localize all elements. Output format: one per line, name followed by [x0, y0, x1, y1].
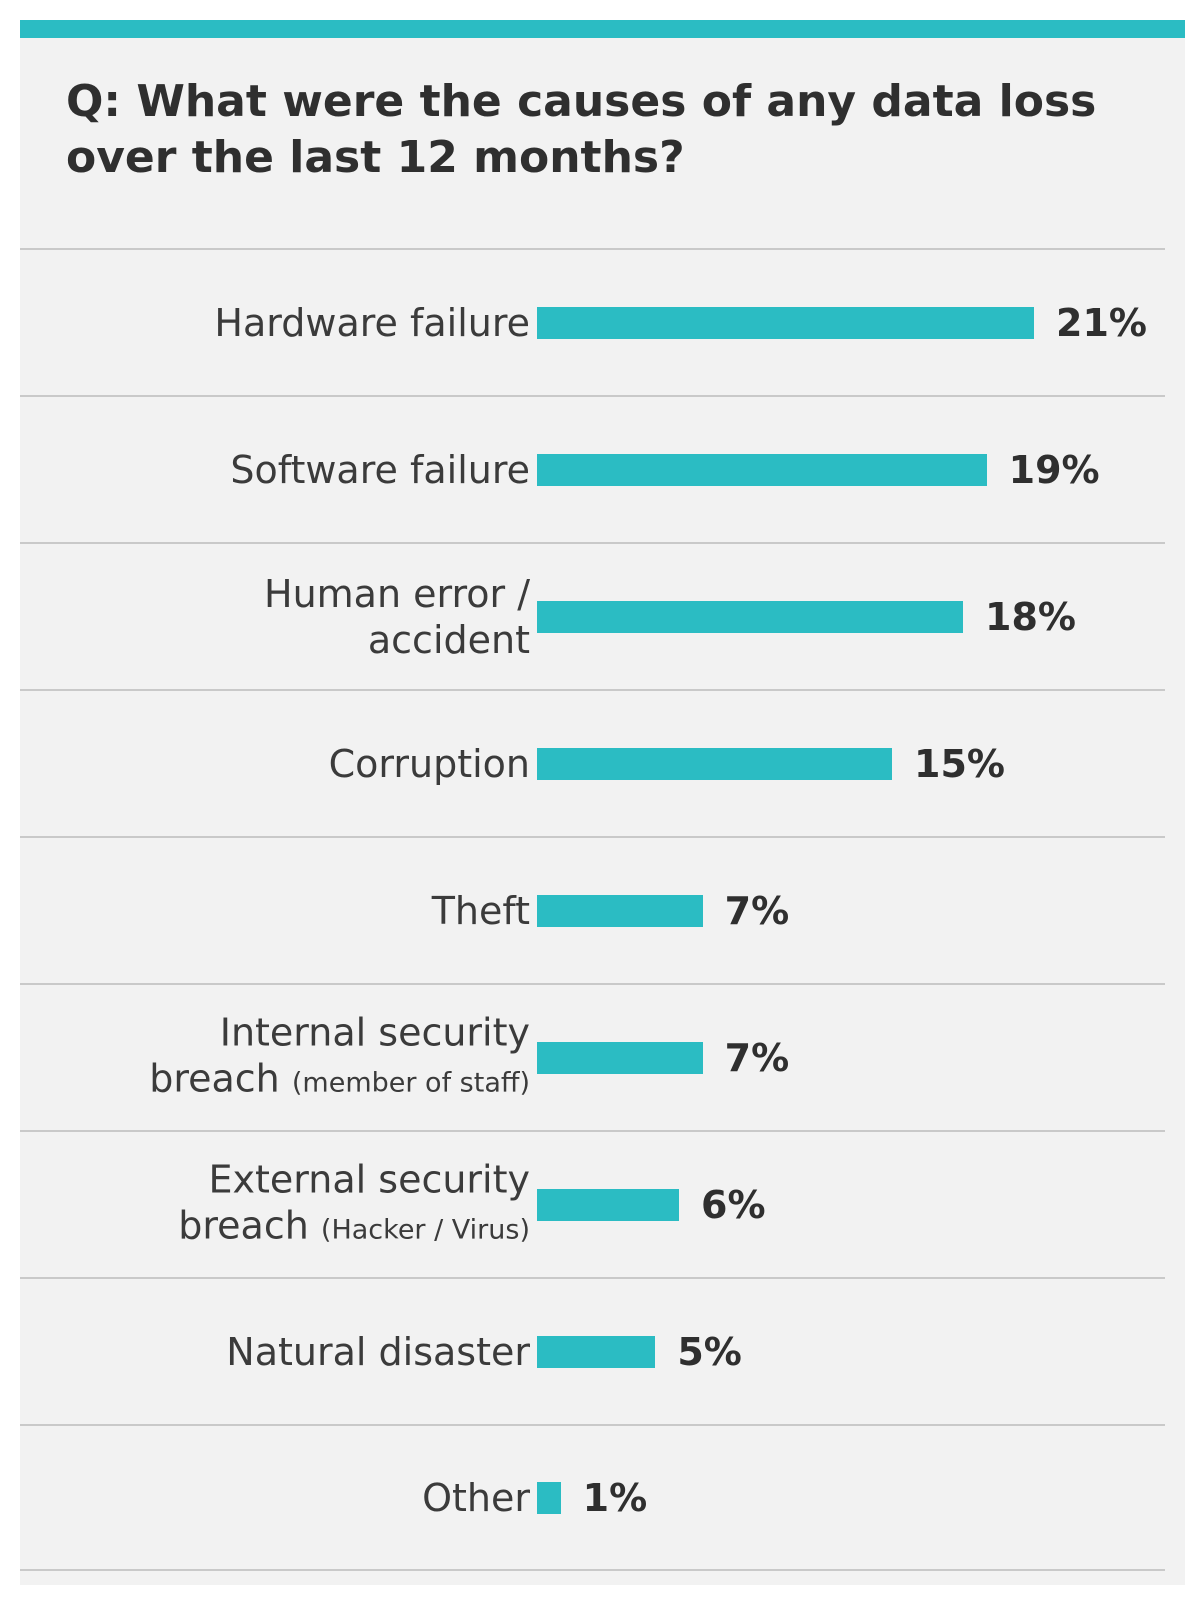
bar	[537, 1481, 561, 1514]
category-label: Internal security breach (member of staff…	[40, 1009, 530, 1106]
chart-row: Human error / accident 18%	[20, 542, 1165, 689]
bar	[537, 1041, 703, 1074]
bar	[537, 306, 1034, 339]
category-label: Hardware failure	[40, 300, 530, 346]
bar	[537, 453, 987, 486]
category-label-line: breach (Hacker / Virus)	[178, 1203, 530, 1247]
value-label: 5%	[677, 1329, 742, 1374]
value-label: 1%	[582, 1475, 648, 1520]
value-label: 15%	[914, 741, 1005, 786]
category-label-line: Human error /	[264, 571, 530, 616]
category-label: Other	[40, 1475, 530, 1521]
chart-card: Q: What were the causes of any data loss…	[20, 20, 1185, 1585]
chart-row: Corruption 15%	[20, 689, 1165, 836]
chart-row: Theft 7%	[20, 836, 1165, 983]
bar	[537, 747, 892, 780]
accent-bar	[20, 20, 1185, 38]
category-label: Natural disaster	[40, 1329, 530, 1375]
category-label-note: (member of staff)	[291, 1067, 530, 1098]
category-label-line: Software failure	[230, 447, 530, 492]
category-label-line: Internal security	[219, 1010, 530, 1054]
category-label-note: (Hacker / Virus)	[320, 1214, 530, 1245]
category-label-line: accident	[367, 617, 530, 662]
category-label-line: Other	[422, 1475, 530, 1520]
category-label-line: Theft	[431, 888, 530, 933]
chart-row: Other 1%	[20, 1424, 1165, 1571]
bar-chart: Hardware failure 21% Software failure 19% Hu…	[20, 248, 1165, 1571]
category-label-line: Hardware failure	[214, 300, 530, 345]
bar	[537, 1188, 679, 1221]
value-label: 19%	[1008, 447, 1100, 492]
chart-row: Natural disaster 5%	[20, 1277, 1165, 1424]
chart-row: Hardware failure 21%	[20, 248, 1165, 395]
chart-title: Q: What were the causes of any data loss…	[66, 76, 1097, 183]
bar	[537, 1335, 656, 1368]
value-label: 18%	[985, 594, 1076, 639]
chart-row: Software failure 19%	[20, 395, 1165, 542]
category-label-line: External security	[208, 1157, 530, 1201]
category-label: Software failure	[40, 447, 530, 493]
bar	[537, 894, 703, 927]
value-label: 7%	[724, 888, 790, 933]
category-label-line: breach (member of staff)	[149, 1056, 530, 1100]
category-label-line: Natural disaster	[226, 1329, 530, 1374]
category-label: Human error / accident	[40, 571, 530, 663]
value-label: 7%	[724, 1035, 790, 1080]
bar	[537, 600, 963, 633]
category-label: Theft	[40, 888, 530, 934]
chart-row: External security breach (Hacker / Virus)…	[20, 1130, 1165, 1277]
category-label-line: Corruption	[328, 741, 530, 786]
category-label: Corruption	[40, 741, 530, 787]
chart-row: Internal security breach (member of staff…	[20, 983, 1165, 1130]
value-label: 6%	[701, 1182, 766, 1227]
category-label: External security breach (Hacker / Virus)	[40, 1156, 530, 1253]
value-label: 21%	[1056, 300, 1147, 345]
